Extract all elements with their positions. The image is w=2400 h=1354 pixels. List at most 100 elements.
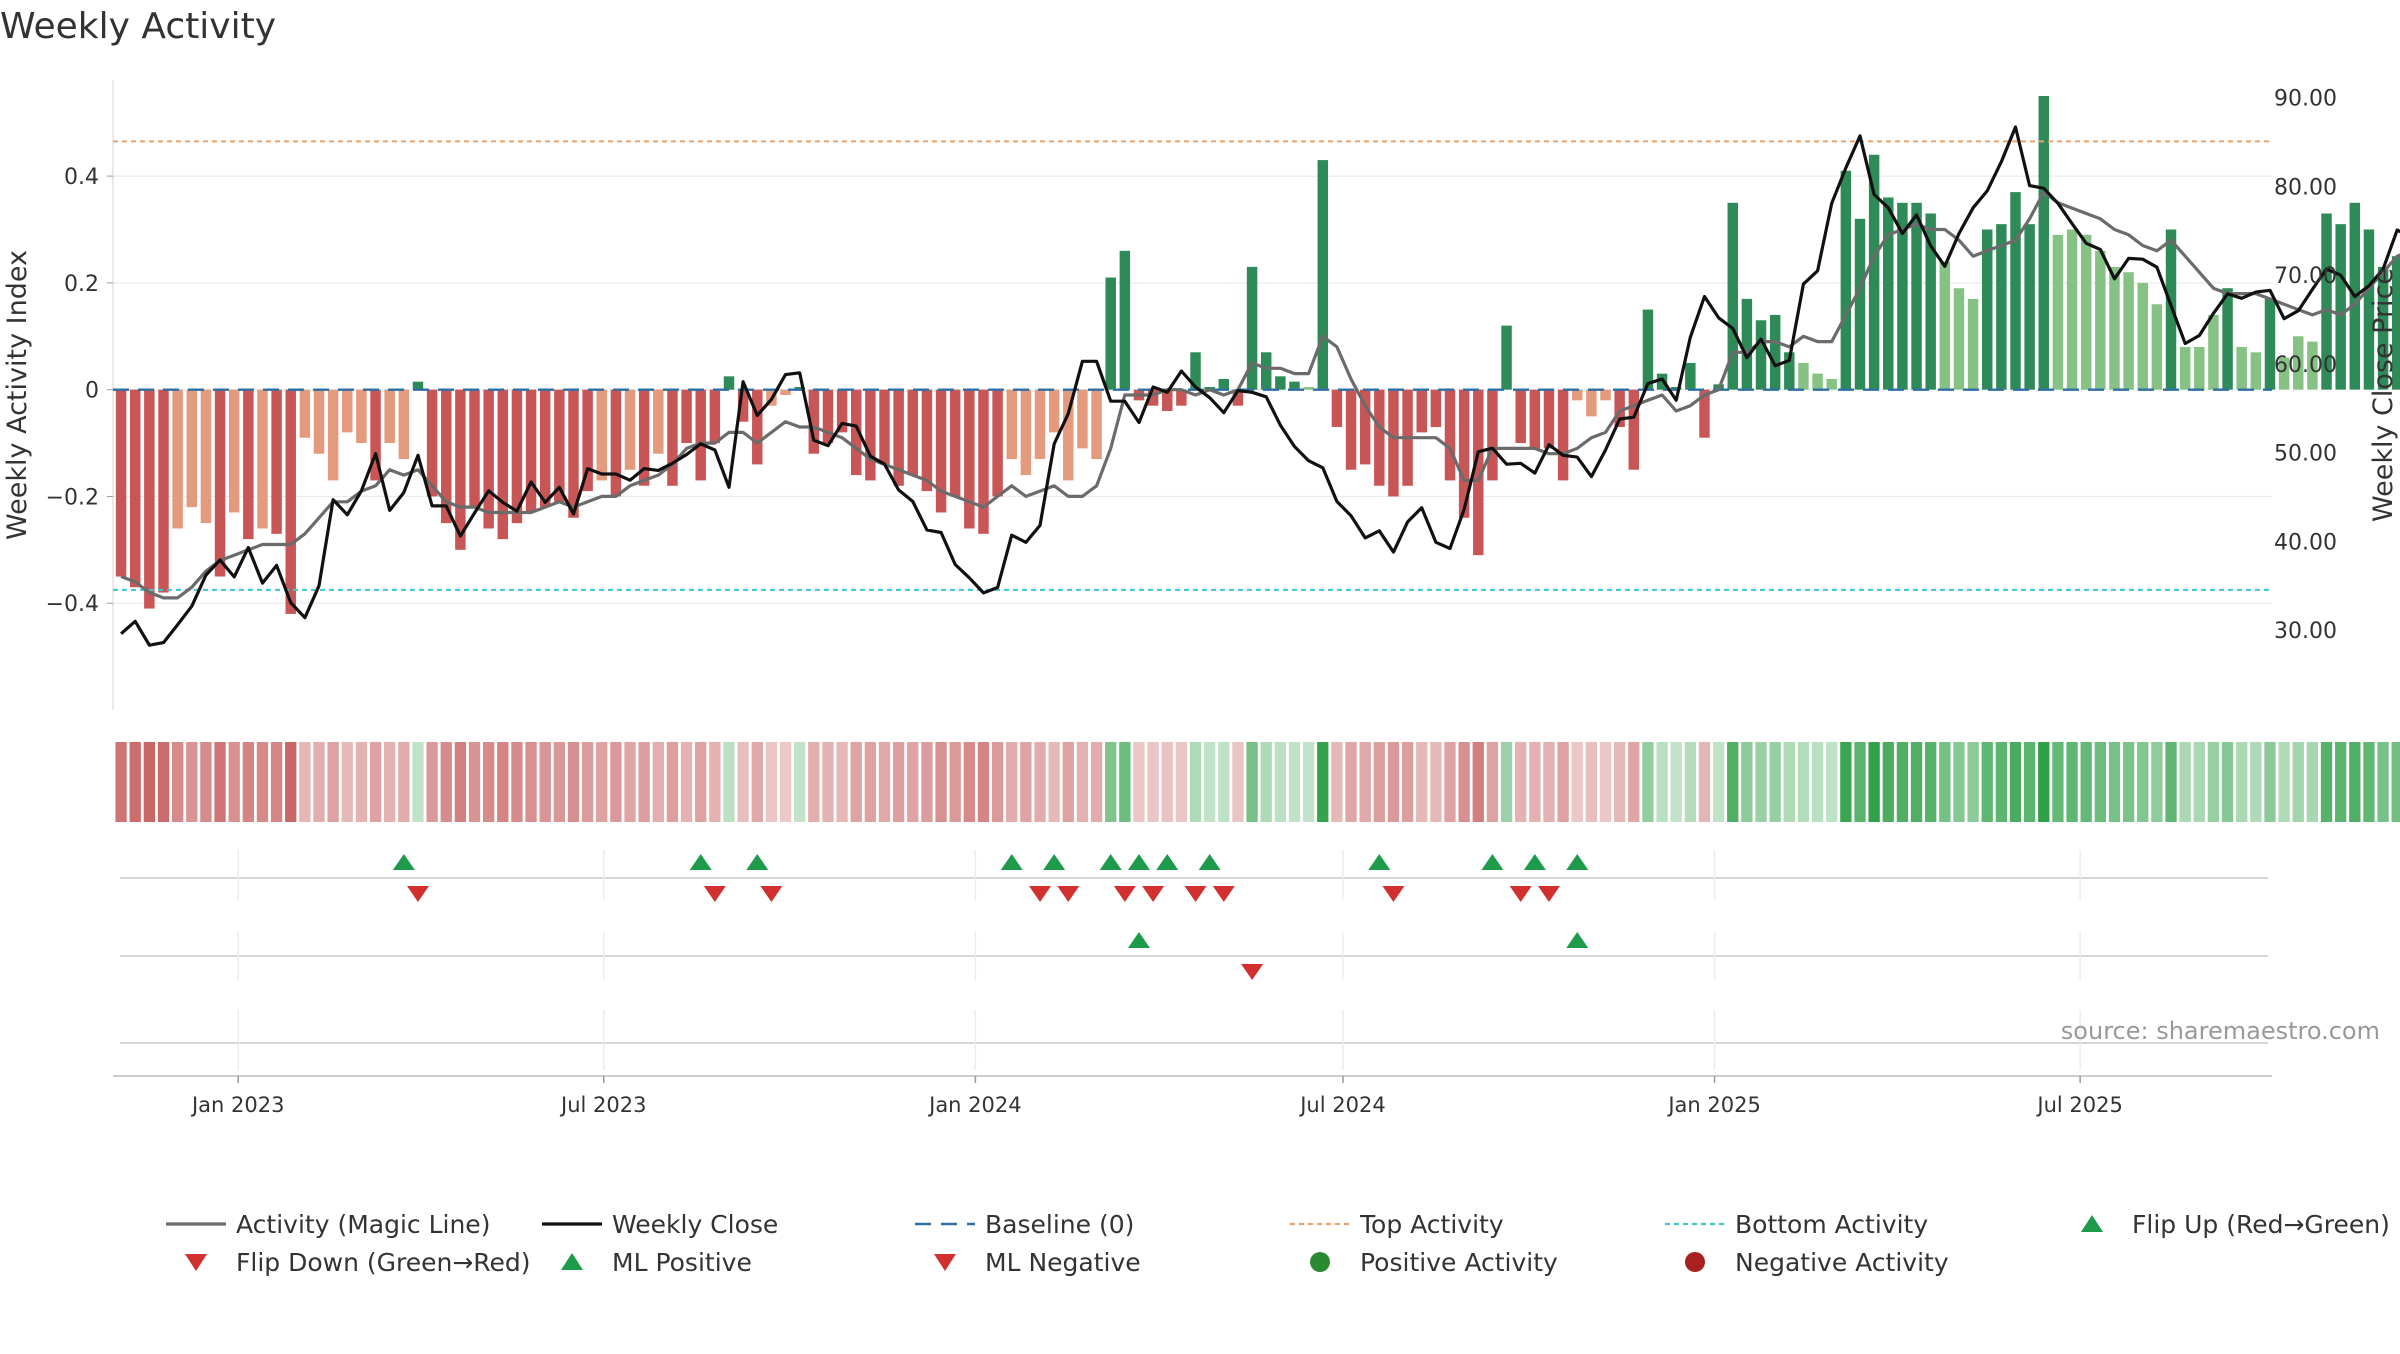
legend-swatch bbox=[1685, 1252, 1705, 1272]
heat-strip-cell bbox=[723, 742, 735, 822]
legend-item: Baseline (0) bbox=[915, 1210, 1134, 1239]
activity-bar bbox=[1741, 298, 1753, 390]
legend-item: Flip Down (Green→Red) bbox=[185, 1248, 531, 1277]
activity-bar bbox=[681, 389, 692, 444]
y-right-tick-label: 80.00 bbox=[2274, 175, 2337, 200]
activity-bar bbox=[568, 389, 579, 518]
heat-strip-cell bbox=[2066, 742, 2078, 822]
activity-bar bbox=[1119, 250, 1131, 390]
legend-item: ML Negative bbox=[934, 1248, 1141, 1277]
activity-bar bbox=[907, 389, 919, 476]
heat-strip-cell bbox=[2278, 742, 2290, 822]
heat-strip-cell bbox=[1868, 742, 1880, 822]
heat-strip-cell bbox=[1670, 742, 1682, 822]
heat-strip-cell bbox=[2264, 742, 2276, 822]
legend-item: Positive Activity bbox=[1310, 1248, 1558, 1277]
heat-strip-cell bbox=[652, 742, 664, 822]
legend-swatch bbox=[1310, 1252, 1330, 1272]
activity-bar bbox=[1911, 202, 1922, 390]
activity-bar bbox=[554, 389, 565, 502]
heat-strip-cell bbox=[2363, 742, 2375, 822]
activity-bar bbox=[1854, 218, 1866, 390]
activity-bar bbox=[624, 389, 636, 470]
flip-down-marker bbox=[1142, 886, 1165, 902]
activity-bar bbox=[893, 389, 904, 486]
activity-bar bbox=[1020, 389, 1032, 476]
activity-bar bbox=[2208, 314, 2219, 390]
flip-down-marker bbox=[703, 886, 726, 902]
heat-strip-cell bbox=[412, 742, 424, 822]
activity-bar bbox=[2024, 224, 2035, 390]
activity-bar bbox=[2391, 256, 2400, 390]
heat-strip-cell bbox=[1769, 742, 1781, 822]
heat-strip-cell bbox=[1727, 742, 1739, 822]
heat-strip-cell bbox=[553, 742, 565, 822]
activity-bar bbox=[243, 389, 254, 540]
heat-strip-cell bbox=[327, 742, 339, 822]
activity-bar bbox=[483, 389, 494, 529]
activity-bar bbox=[299, 389, 311, 438]
activity-bar bbox=[1685, 362, 1696, 390]
activity-bar bbox=[2179, 346, 2191, 390]
heat-strip-cell bbox=[822, 742, 834, 822]
heat-strip-cell bbox=[2080, 742, 2092, 822]
heat-strip-cell bbox=[2391, 742, 2400, 822]
x-tick-label: Jul 2024 bbox=[1298, 1093, 1385, 1117]
legend-item: Flip Up (Red→Green) bbox=[2081, 1210, 2390, 1239]
activity-bar bbox=[1260, 352, 1272, 390]
heat-strip-cell bbox=[1020, 742, 1032, 822]
activity-bar bbox=[667, 389, 678, 486]
heat-strip-cell bbox=[878, 742, 891, 822]
heat-strip-cell bbox=[242, 742, 254, 822]
activity-bar bbox=[271, 389, 282, 534]
flip-down-marker bbox=[1057, 886, 1080, 902]
flip-down-marker bbox=[1212, 886, 1235, 902]
heat-strip-cell bbox=[1585, 742, 1598, 822]
activity-bar bbox=[752, 389, 763, 465]
activity-bar bbox=[186, 389, 197, 508]
heat-strip-cell bbox=[1034, 742, 1046, 822]
heat-strip-cell bbox=[2306, 742, 2319, 822]
activity-bar bbox=[257, 389, 268, 529]
heat-strip-cell bbox=[1345, 742, 1357, 822]
heat-strip-cell bbox=[1062, 742, 1074, 822]
heat-strip-cell bbox=[256, 742, 269, 822]
activity-bar bbox=[469, 389, 480, 508]
activity-bar bbox=[2137, 282, 2148, 390]
activity-bar bbox=[144, 389, 155, 609]
heat-strip-cell bbox=[2038, 742, 2050, 822]
weekly-close-series bbox=[120, 125, 2400, 647]
legend-item: Activity (Magic Line) bbox=[166, 1210, 490, 1239]
activity-bar bbox=[1430, 389, 1442, 428]
activity-bar bbox=[398, 389, 410, 460]
activity-bar bbox=[2377, 266, 2389, 390]
y-left-tick-label: 0.4 bbox=[64, 165, 99, 190]
activity-bar bbox=[1218, 378, 1230, 390]
activity-bar bbox=[2278, 357, 2290, 390]
source-label: source: sharemaestro.com bbox=[2061, 1017, 2380, 1045]
flip-up-marker bbox=[746, 854, 769, 870]
flip-up-marker bbox=[1000, 854, 1023, 870]
heat-strip-cell bbox=[1543, 742, 1555, 822]
heat-strip-cell bbox=[1048, 742, 1060, 822]
activity-bar bbox=[1105, 277, 1116, 390]
activity-bar bbox=[539, 389, 551, 508]
activity-bar bbox=[1091, 389, 1102, 460]
heat-strip-cell bbox=[1797, 742, 1810, 822]
heat-strip-cell bbox=[2052, 742, 2064, 822]
activity-bar bbox=[2038, 96, 2050, 390]
activity-bar bbox=[1840, 170, 1852, 390]
activity-bar bbox=[370, 389, 381, 481]
heat-strip-cell bbox=[482, 742, 495, 822]
flip-up-marker bbox=[1566, 854, 1589, 870]
ml-positive-marker bbox=[1127, 932, 1150, 948]
heat-strip-cell bbox=[2179, 742, 2191, 822]
heat-strip-cell bbox=[892, 742, 905, 822]
flip-down-marker bbox=[760, 886, 783, 902]
heat-strip-cell bbox=[695, 742, 707, 822]
ml-positive-marker bbox=[1566, 932, 1589, 948]
activity-bar bbox=[1572, 389, 1583, 401]
activity-bar bbox=[511, 389, 523, 524]
heat-strip-cell bbox=[2137, 742, 2149, 822]
heat-strip-cell bbox=[143, 742, 156, 822]
